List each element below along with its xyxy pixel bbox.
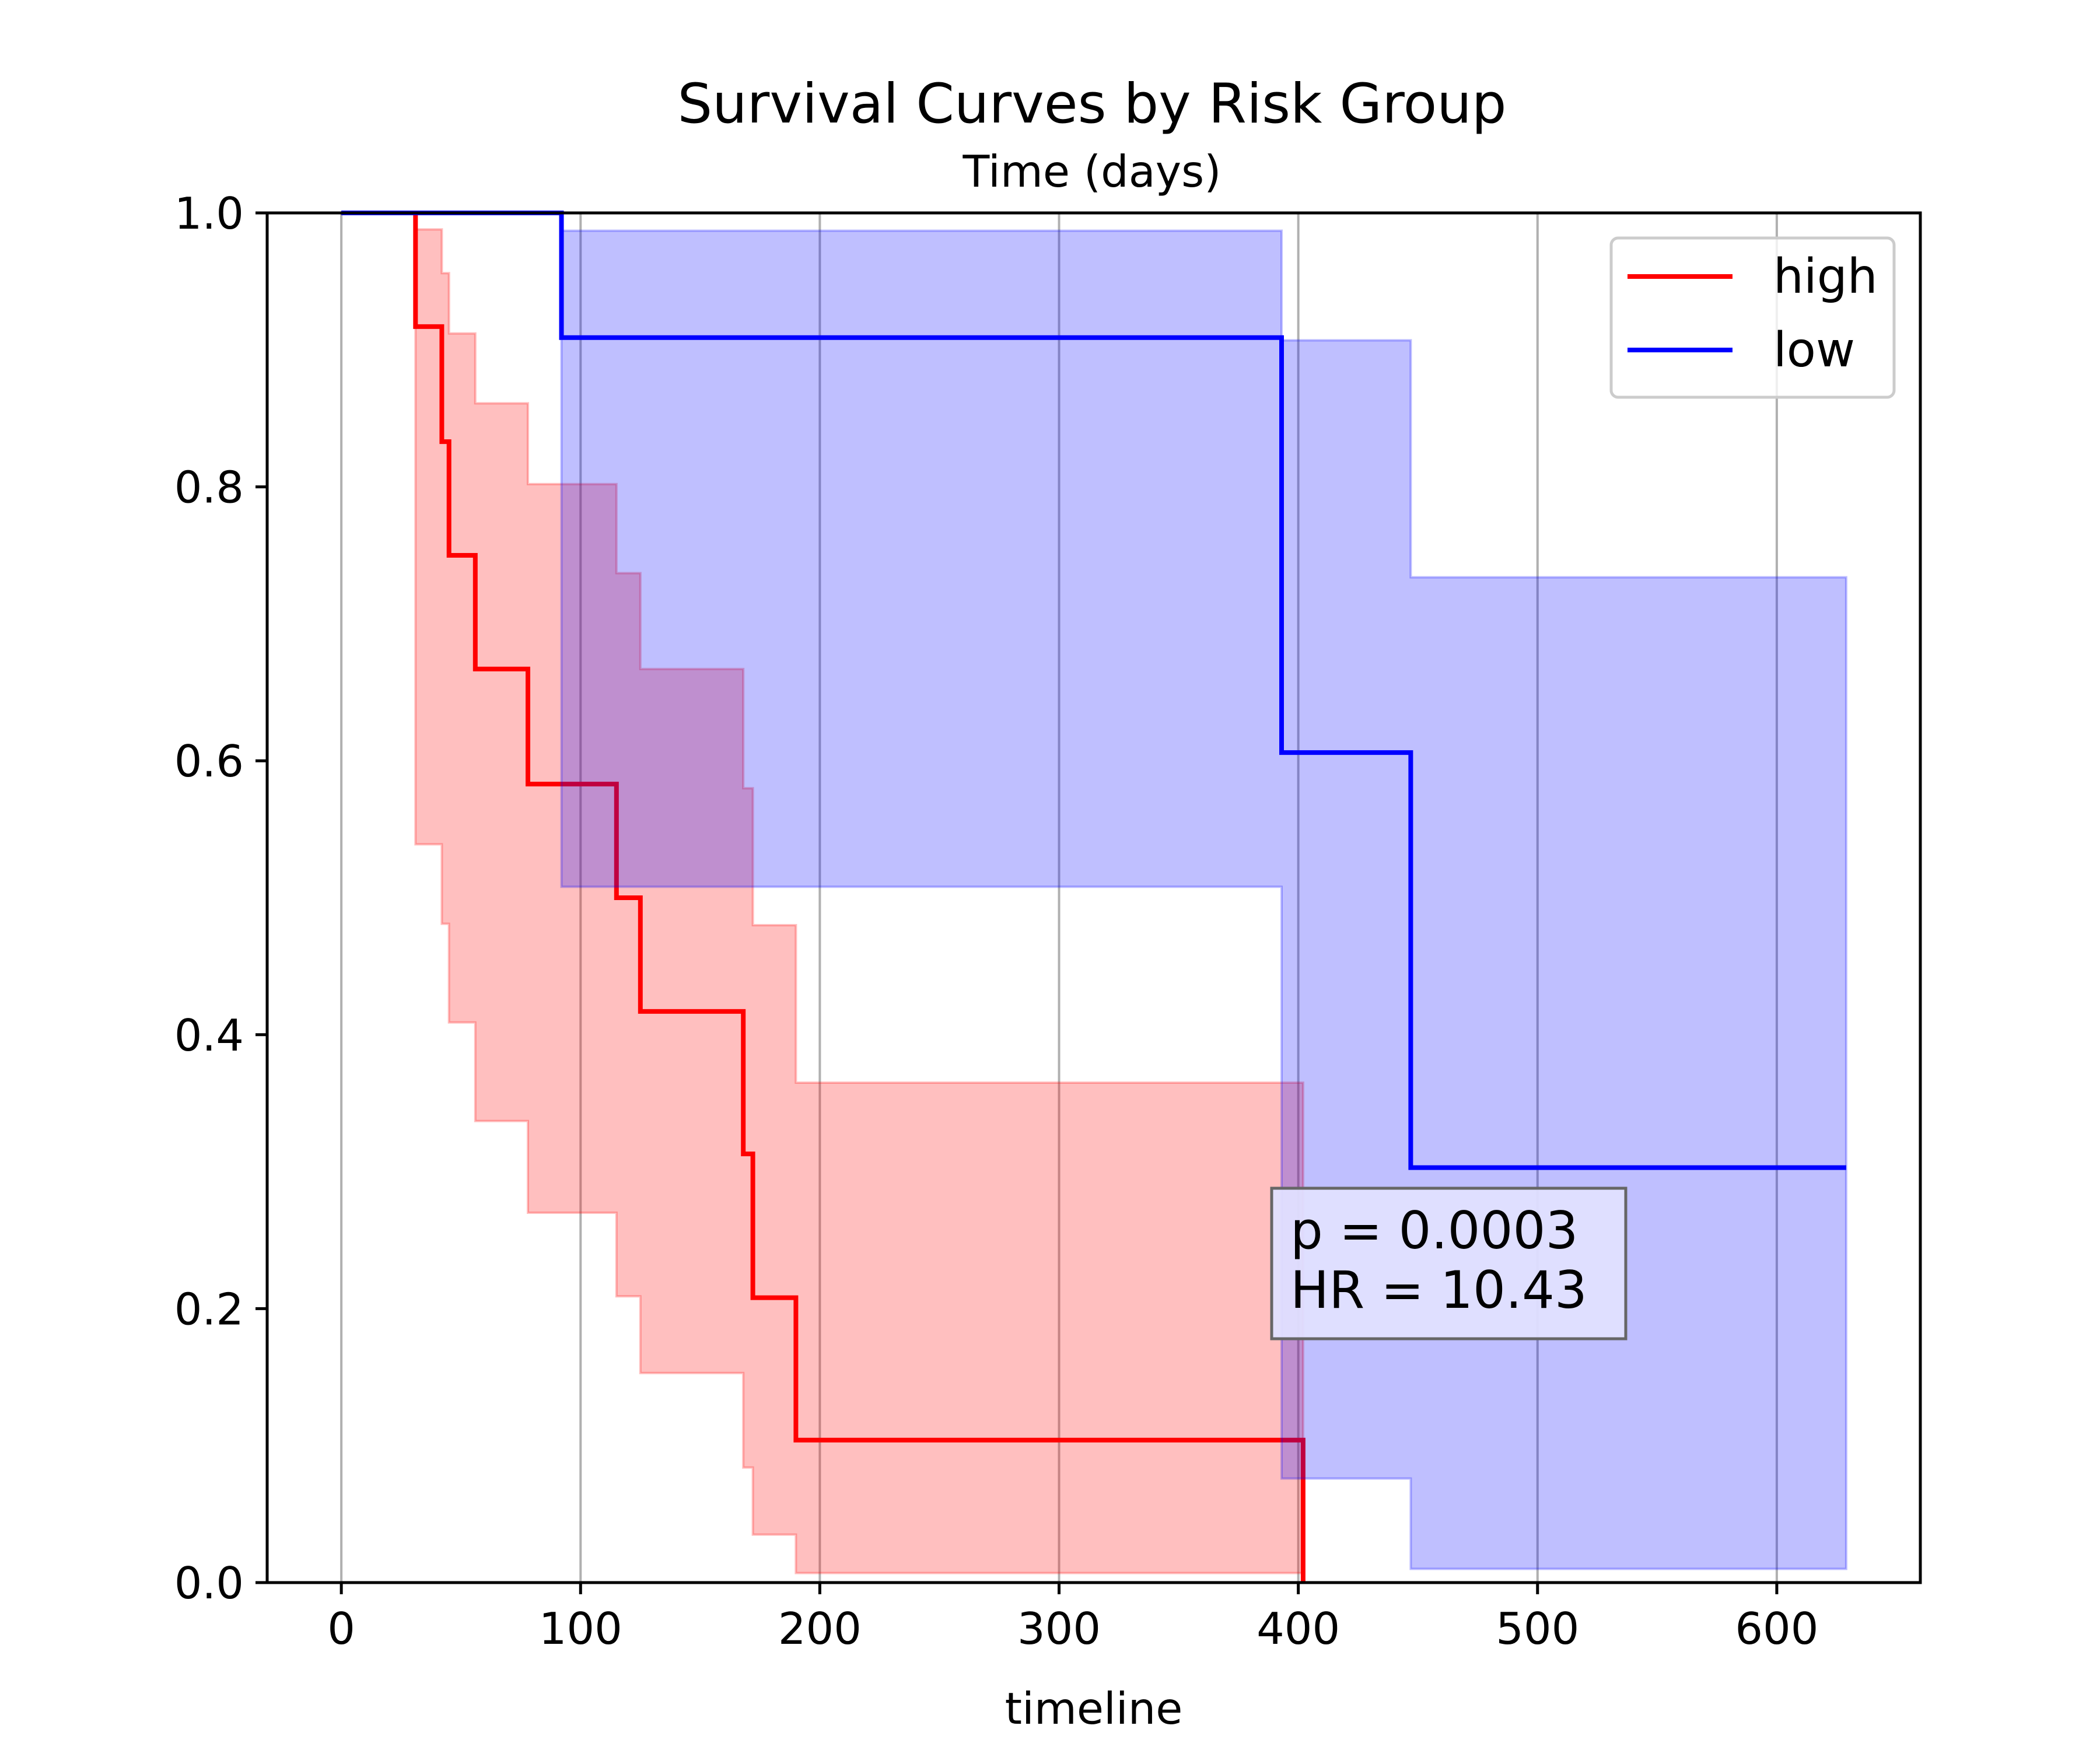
- x-tick-label-300: 300: [1017, 1603, 1101, 1654]
- x-tick-label-200: 200: [778, 1603, 862, 1654]
- x-tick-label-500: 500: [1496, 1603, 1579, 1654]
- axes-frame: [265, 211, 1922, 1584]
- annotation-box: [1270, 1186, 1628, 1340]
- x-tick-label-100: 100: [539, 1603, 622, 1654]
- x-tick-label-400: 400: [1256, 1603, 1340, 1654]
- survival-line-high: [341, 211, 1306, 1583]
- x-axis-label: timeline: [1005, 1683, 1183, 1734]
- annotation-hazard-ratio: HR = 10.43: [1290, 1260, 1587, 1320]
- chart-subtitle: Time (days): [963, 146, 1222, 197]
- grid-lines: [340, 213, 1778, 1583]
- legend-label-high: high: [1773, 249, 1878, 304]
- plot-background: [267, 213, 1920, 1583]
- survival-line-low: [341, 211, 1846, 1170]
- annotation-p-value: p = 0.0003: [1290, 1200, 1578, 1261]
- plot-area: [267, 213, 1920, 1583]
- x-tick-label-0: 0: [327, 1603, 355, 1654]
- y-tick-label-0.6: 0.6: [174, 736, 244, 787]
- stats-annotation: p = 0.0003 HR = 10.43: [1270, 1186, 1628, 1340]
- y-tick-label-0.4: 0.4: [174, 1010, 244, 1061]
- y-tick-label-0.8: 0.8: [174, 462, 244, 513]
- y-tick-label-0.0: 0.0: [174, 1558, 244, 1609]
- axes: 0 100 200 300 400 500 600 0.0 0.2 0.4 0.6 0.8 1.0 tim…: [174, 188, 1922, 1734]
- y-tick-label-0.2: 0.2: [174, 1283, 244, 1335]
- legend-label-low: low: [1773, 323, 1855, 378]
- x-tick-label-600: 600: [1735, 1603, 1818, 1654]
- legend: high low: [1609, 236, 1896, 399]
- chart-title: Survival Curves by Risk Group: [677, 72, 1506, 136]
- y-tick-label-1.0: 1.0: [174, 188, 244, 239]
